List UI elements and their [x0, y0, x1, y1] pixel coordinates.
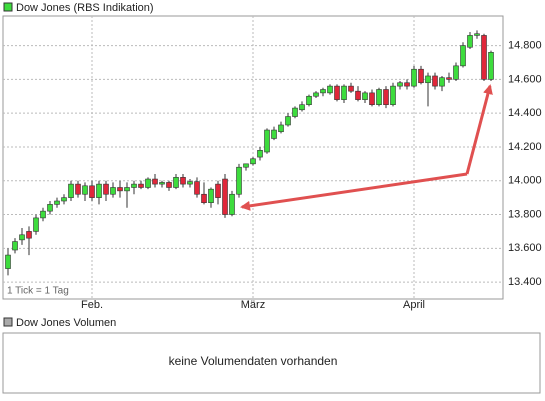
candle-body [131, 183, 137, 188]
candle-body [376, 89, 382, 106]
candle-body [425, 75, 431, 84]
candle-body [166, 182, 172, 188]
candle-body [103, 183, 109, 195]
candle-body [222, 178, 228, 215]
candle-body [474, 33, 480, 36]
candle-body [54, 200, 60, 205]
candle-body [19, 234, 25, 241]
candle-body [152, 178, 158, 185]
candle-body [47, 204, 53, 212]
candle-body [481, 35, 487, 80]
candle-body [173, 177, 179, 188]
y-tick-label: 14.400 [508, 107, 542, 119]
legend-swatch [3, 317, 13, 327]
candle-body [278, 124, 284, 133]
candle-body [68, 183, 74, 198]
candle-body [432, 75, 438, 87]
x-tick-label: April [403, 299, 425, 311]
volume-frame [2, 332, 541, 394]
candle-body [285, 116, 291, 126]
candle-body [348, 85, 354, 92]
candle-body [404, 82, 410, 87]
candle-body [327, 85, 333, 94]
candle-body [362, 92, 368, 100]
candle-body [439, 77, 445, 87]
candle-body [313, 92, 319, 97]
annotation: 1 Tick = 1 Tag [7, 286, 69, 297]
candle-body [306, 95, 312, 106]
candle-body [82, 185, 88, 195]
candle-body [236, 166, 242, 195]
candle-body [208, 188, 214, 203]
candle-body [418, 68, 424, 84]
candle-body [12, 241, 18, 251]
candle-body [243, 163, 249, 168]
candle-body [124, 187, 130, 192]
y-tick-label: 14.000 [508, 175, 542, 187]
arrow [465, 84, 493, 175]
candle-body [229, 193, 235, 215]
x-tick-label: März [241, 299, 265, 311]
candle-body [320, 89, 326, 94]
legend-label: Dow Jones (RBS Indikation) [16, 2, 154, 14]
candle-body [334, 85, 340, 100]
candle-body [96, 183, 102, 198]
candle-body [61, 197, 67, 202]
candle-body [5, 254, 11, 269]
candle-body [194, 181, 200, 195]
y-tick-label: 14.200 [508, 141, 542, 153]
candle-body [40, 210, 46, 219]
candle-body [411, 68, 417, 87]
y-tick-label: 14.600 [508, 73, 542, 85]
candle-body [390, 85, 396, 106]
candle-body [33, 217, 39, 232]
arrow [240, 172, 468, 211]
candle-body [341, 85, 347, 100]
candle-body [117, 187, 123, 192]
candle-body [180, 177, 186, 185]
candle-body [397, 82, 403, 87]
candle-body [488, 52, 494, 80]
candle-body [271, 129, 277, 139]
candle-body [355, 90, 361, 100]
candle-body [460, 45, 466, 67]
candle-body [26, 231, 32, 239]
candle-body [159, 182, 165, 185]
candle-body [138, 183, 144, 188]
candle-body [187, 181, 193, 185]
candle-body [215, 183, 221, 198]
candle-body [264, 129, 270, 153]
candle-body [446, 77, 452, 80]
volume-message: keine Volumendaten vorhanden [169, 354, 338, 368]
candle-body [453, 65, 459, 80]
y-tick-label: 13.400 [508, 276, 542, 288]
x-tick-label: Feb. [81, 299, 103, 311]
volume-legend: Dow Jones Volumen [16, 317, 116, 329]
y-tick-label: 13.600 [508, 242, 542, 254]
candle-body [75, 183, 81, 195]
candle-body [250, 158, 256, 165]
legend-swatch [3, 2, 13, 12]
candle-body [369, 92, 375, 106]
candle-body [145, 178, 151, 188]
candle-body [383, 89, 389, 106]
candle-body [299, 104, 305, 111]
y-tick-label: 13.800 [508, 208, 542, 220]
candle-body [467, 35, 473, 48]
candle-body [201, 193, 207, 203]
candle-body [89, 185, 95, 198]
candle-body [292, 107, 298, 117]
candle-body [110, 187, 116, 195]
candle-body [257, 150, 263, 158]
y-tick-label: 14.800 [508, 39, 542, 51]
